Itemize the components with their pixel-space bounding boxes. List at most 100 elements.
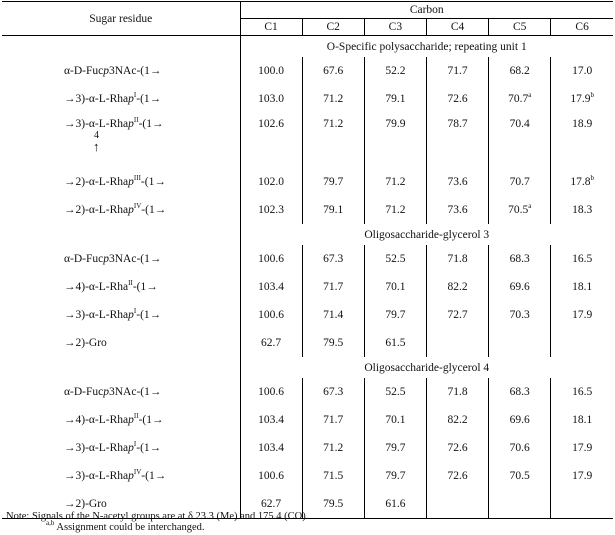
section-title: Oligosaccharide-glycerol 4 bbox=[364, 361, 490, 374]
shift-value-cell: 71.2 bbox=[302, 113, 365, 168]
shift-value-cell: 71.7 bbox=[302, 273, 365, 301]
shift-value: 70.6 bbox=[509, 442, 530, 454]
shift-value-cell: 102.3 bbox=[240, 196, 303, 224]
shift-value-cell: 67.3 bbox=[302, 245, 365, 273]
sugar-residue-cell: →3)-α-L-RhapI-(1→ bbox=[2, 301, 241, 329]
residue-it: p bbox=[128, 118, 134, 130]
table-row: →3)-α-L-RhapIV-(1→ 100.6 71.5 79.7 72.6 70.5 1… bbox=[2, 462, 613, 490]
shift-value-cell: 70.6 bbox=[488, 434, 552, 462]
shift-value-cell: 69.6 bbox=[488, 273, 552, 301]
table-footnote: Note: Signals of the N-acetyl groups are… bbox=[6, 511, 308, 533]
shift-value-cell: 17.9 bbox=[551, 462, 613, 490]
shift-value-cell: 61.6 bbox=[364, 490, 427, 519]
shift-value: 100.6 bbox=[258, 309, 285, 321]
shift-value-cell: 62.7 bbox=[240, 490, 303, 519]
residue-pre: →4)-α-L-Rha bbox=[64, 414, 129, 426]
shift-value-cell: 71.2 bbox=[364, 196, 427, 224]
shift-value-cell: 79.7 bbox=[364, 434, 427, 462]
shift-value-cell: 102.6 bbox=[240, 113, 303, 168]
residue-it: p bbox=[103, 253, 109, 265]
shift-value: 71.7 bbox=[447, 65, 468, 77]
shift-value: 72.6 bbox=[447, 93, 468, 105]
shift-value: 100.6 bbox=[258, 386, 285, 398]
shift-value: 73.6 bbox=[447, 204, 468, 216]
shift-value: 67.6 bbox=[323, 65, 344, 77]
residue-it: p bbox=[128, 442, 134, 454]
sugar-residue-cell: α-D-Fucp3NAc-(1→ bbox=[2, 245, 241, 273]
shift-value: 78.7 bbox=[447, 118, 468, 130]
residue-sup: II bbox=[133, 116, 139, 124]
residue-tail: -(1→ bbox=[141, 204, 167, 216]
shift-value: 79.7 bbox=[323, 176, 344, 188]
residue-tail: -(1→ bbox=[138, 118, 164, 130]
carbon-col-header: C3 bbox=[364, 18, 427, 36]
shift-value-cell: 82.2 bbox=[426, 273, 490, 301]
carbon-col-header: C2 bbox=[302, 18, 365, 36]
shift-value-cell: 17.9b bbox=[551, 85, 613, 113]
carbon-col-header: C5 bbox=[488, 18, 552, 36]
shift-value: 79.7 bbox=[385, 470, 406, 482]
residue-sup: IV bbox=[133, 202, 142, 210]
residue-sup: II bbox=[128, 279, 133, 287]
sugar-residue-cell: →3)-α-L-RhapII-(1→ 4 ↑ bbox=[2, 113, 241, 168]
shift-value: 70.7 bbox=[509, 176, 530, 188]
shift-value-cell: 103.4 bbox=[240, 406, 303, 434]
shift-value-cell: 71.7 bbox=[302, 406, 365, 434]
shift-value: 69.6 bbox=[509, 414, 530, 426]
assignment-marker: a bbox=[528, 202, 532, 210]
residue-post: 3NAc-(1→ bbox=[109, 386, 162, 398]
shift-value-cell: 100.6 bbox=[240, 301, 303, 329]
shift-value-cell: 70.3 bbox=[488, 301, 552, 329]
shift-value: 69.6 bbox=[509, 281, 530, 293]
shift-value-cell: 17.9 bbox=[551, 434, 613, 462]
shift-value-cell: 17.9 bbox=[551, 301, 613, 329]
section-title: O-Specific polysaccharide; repeating uni… bbox=[326, 40, 527, 53]
residue-pre: →2)-Gro bbox=[64, 498, 107, 510]
shift-value-cell bbox=[551, 329, 613, 357]
shift-value-cell: 17.0 bbox=[551, 57, 613, 85]
shift-value: 102.0 bbox=[258, 176, 285, 188]
shift-value: 71.2 bbox=[323, 118, 344, 130]
shift-value-cell: 78.7 bbox=[426, 113, 490, 168]
residue-it: p bbox=[128, 93, 134, 105]
shift-value-cell: 18.3 bbox=[551, 196, 613, 224]
residue-tail: -(1→ bbox=[136, 309, 162, 321]
shift-value-cell: 72.7 bbox=[426, 301, 490, 329]
shift-value-cell: 79.1 bbox=[364, 85, 427, 113]
residue-pre: →2)-Gro bbox=[64, 337, 107, 349]
table-row: →2)-α-L-RhapIV-(1→ 102.3 79.1 71.2 73.6 70.5a… bbox=[2, 196, 613, 224]
carbon-shift-table: Sugar residue Carbon C1 C2 C3 C4 C5 C6 O-Spec… bbox=[2, 1, 613, 519]
shift-value-cell: 82.2 bbox=[426, 406, 490, 434]
residue-tail: -(1→ bbox=[136, 93, 162, 105]
shift-value-cell: 70.5 bbox=[488, 462, 552, 490]
carbon-header: Carbon bbox=[240, 1, 613, 19]
sugar-residue-header: Sugar residue bbox=[2, 1, 241, 36]
shift-value-cell: 72.6 bbox=[426, 462, 490, 490]
residue-it: p bbox=[128, 204, 134, 216]
carbon-col-header: C6 bbox=[550, 18, 613, 36]
residue-tail: -(1→ bbox=[132, 281, 158, 293]
assignment-marker: b bbox=[590, 174, 594, 182]
shift-value: 67.3 bbox=[323, 386, 344, 398]
shift-value: 52.2 bbox=[385, 65, 406, 77]
shift-value-cell: 69.6 bbox=[488, 406, 552, 434]
shift-value: 79.1 bbox=[323, 204, 344, 216]
shift-value: 79.7 bbox=[385, 442, 406, 454]
shift-value: 71.7 bbox=[323, 414, 344, 426]
shift-value: 70.5 bbox=[508, 204, 529, 216]
shift-value-cell: 73.6 bbox=[426, 168, 490, 196]
shift-value: 71.2 bbox=[323, 442, 344, 454]
shift-value: 79.5 bbox=[323, 337, 344, 349]
shift-value: 52.5 bbox=[385, 253, 406, 265]
shift-value: 17.8 bbox=[570, 176, 591, 188]
section-title: Oligosaccharide-glycerol 3 bbox=[364, 228, 490, 241]
shift-value-cell bbox=[426, 490, 490, 519]
shift-value-cell: 70.7 bbox=[488, 168, 552, 196]
residue-tail: -(1→ bbox=[136, 442, 162, 454]
shift-value: 71.7 bbox=[323, 281, 344, 293]
sugar-residue-cell: →4)-α-L-RhaII-(1→ bbox=[2, 273, 241, 301]
shift-value-cell bbox=[550, 490, 613, 519]
table-row: α-D-Fucp3NAc-(1→ 100.0 67.6 52.2 71.7 68.2 17.… bbox=[2, 57, 613, 85]
residue-tail: -(1→ bbox=[141, 470, 167, 482]
